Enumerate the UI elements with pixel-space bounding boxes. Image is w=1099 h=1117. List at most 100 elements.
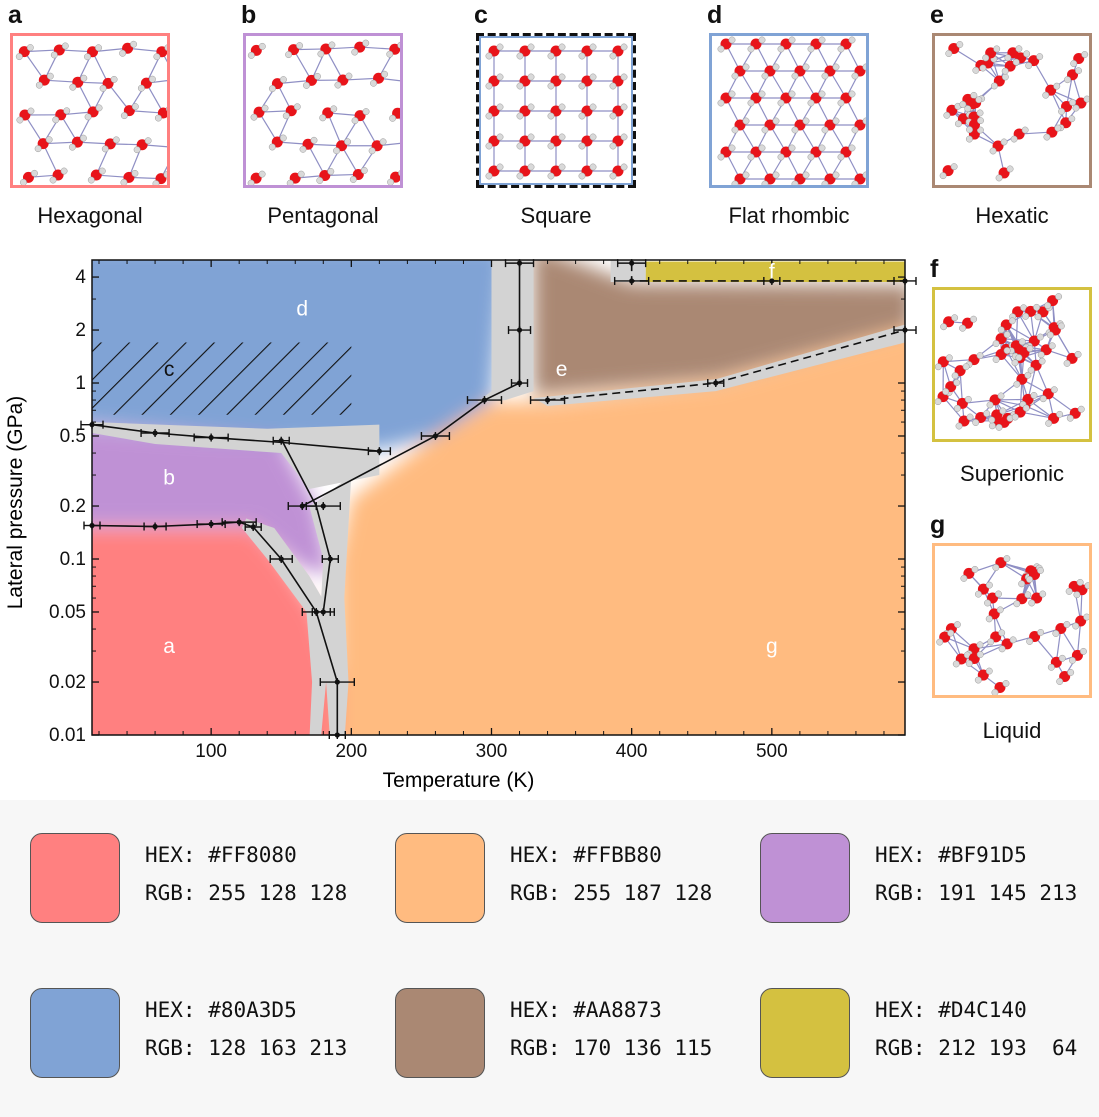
error-point: [244, 523, 262, 532]
hydrogen-atom: [1013, 600, 1021, 608]
region-label-b: b: [163, 467, 175, 490]
hydrogen-atom: [1053, 82, 1061, 90]
hydrogen-bond: [378, 77, 400, 82]
x-tick-label: 100: [195, 741, 227, 762]
hydrogen-atom: [609, 82, 617, 90]
hydrogen-atom: [802, 171, 810, 179]
hydrogen-atom: [772, 63, 780, 71]
hydrogen-atom: [1045, 419, 1053, 427]
data-point: [629, 278, 635, 284]
hydrogen-atom: [84, 113, 92, 121]
axes: 100 200 300 400 500 0.01 0.02 0.05 0.1 0.2 0.5 1 2 4: [49, 260, 905, 762]
hydrogen-bond: [341, 145, 359, 175]
hydrogen-atom: [1024, 371, 1032, 379]
y-tick-label: 0.05: [49, 602, 86, 623]
hydrogen-atom: [821, 72, 829, 80]
hydrogen-atom: [1024, 591, 1032, 599]
error-point: [196, 520, 226, 529]
hydrogen-atom: [98, 167, 106, 175]
hydrogen-atom: [485, 52, 493, 60]
hydrogen-atom: [317, 50, 325, 58]
data-point: [516, 327, 523, 333]
hydrogen-atom: [1047, 663, 1055, 671]
rgb-label: RGB: 128 163 213: [145, 1036, 348, 1060]
hydrogen-atom: [589, 43, 597, 51]
hydrogen-bond: [359, 46, 395, 50]
hydrogen-atom: [960, 574, 968, 582]
hydrogen-atom: [589, 103, 597, 111]
hydrogen-atom: [1077, 405, 1085, 413]
hex-label: HEX: #D4C140: [875, 998, 1027, 1022]
hydrogen-atom: [49, 176, 57, 184]
hydrogen-atom: [962, 363, 970, 371]
hydrogen-atom: [15, 53, 23, 61]
hydrogen-atom: [1076, 578, 1084, 586]
hydrogen-atom: [516, 112, 524, 120]
hydrogen-atom: [807, 153, 815, 161]
region-label-d: d: [296, 298, 308, 321]
x-tick-label: 400: [616, 741, 648, 762]
hydrogen-atom: [334, 81, 342, 89]
hydrogen-atom: [397, 41, 400, 49]
hydrogen-bond: [1001, 338, 1035, 342]
hydrogen-atom: [547, 82, 555, 90]
error-point: [311, 607, 335, 616]
hydrogen-atom: [133, 146, 141, 154]
error-point: [319, 678, 356, 687]
hydrogen-atom: [742, 117, 750, 125]
hydrogen-atom: [620, 73, 628, 81]
hydrogen-atom: [950, 163, 958, 171]
hydrogen-atom: [1063, 359, 1071, 367]
hydrogen-atom: [788, 144, 796, 152]
hydrogen-atom: [1064, 76, 1071, 84]
hydrogen-atom: [578, 52, 586, 60]
hydrogen-atom: [153, 53, 161, 61]
hydrogen-atom: [974, 590, 982, 598]
data-point: [320, 609, 326, 615]
hydrogen-atom: [940, 323, 948, 331]
hydrogen-atom: [1000, 138, 1008, 146]
hydrogen-atom: [87, 176, 95, 184]
hydrogen-atom: [99, 84, 107, 92]
hydrogen-atom: [286, 179, 294, 185]
x-tick-label: 200: [335, 741, 367, 762]
boundary-f: [630, 263, 905, 282]
hydrogen-atom: [997, 392, 1005, 400]
data-point: [208, 434, 214, 441]
rgb-label: RGB: 191 145 213: [875, 881, 1078, 905]
hydrogen-atom: [995, 174, 1003, 182]
hydrogen-atom: [989, 147, 997, 155]
hydrogen-atom: [837, 45, 845, 53]
hydrogen-atom: [995, 590, 1002, 598]
hydrogen-atom: [389, 114, 397, 122]
x-tick-label: 500: [756, 741, 788, 762]
hydrogen-atom: [818, 90, 826, 98]
x-axis-label: Temperature (K): [383, 769, 535, 792]
hydrogen-atom: [837, 99, 845, 107]
hydrogen-atom: [131, 103, 139, 111]
hydrogen-atom: [1074, 350, 1082, 358]
hydrogen-atom: [998, 629, 1006, 637]
hydrogen-atom: [131, 169, 139, 177]
hydrogen-bond: [307, 143, 342, 147]
region-e-hexatic: [533, 260, 905, 396]
hydrogen-atom: [993, 45, 1001, 53]
hydrogen-atom: [516, 172, 524, 180]
hydrogen-atom: [996, 606, 1004, 614]
region-a-hexagonal: [92, 528, 338, 735]
hydrogen-atom: [955, 422, 963, 430]
hydrogen-atom: [974, 676, 982, 684]
hydrogen-atom: [360, 167, 368, 174]
structure-image-f: [932, 287, 1092, 442]
hydrogen-atom: [939, 172, 947, 180]
hydrogen-atom: [1068, 115, 1076, 123]
hydrogen-atom: [1068, 656, 1076, 664]
hydrogen-atom: [742, 63, 750, 71]
hydrogen-atom: [130, 40, 138, 48]
hydrogen-atom: [1072, 622, 1080, 630]
hydrogen-atom: [772, 117, 780, 125]
hydrogen-atom: [120, 178, 128, 185]
hydrogen-atom: [964, 105, 972, 113]
hydrogen-atom: [35, 81, 43, 89]
hex-label: HEX: #FFBB80: [510, 843, 662, 867]
